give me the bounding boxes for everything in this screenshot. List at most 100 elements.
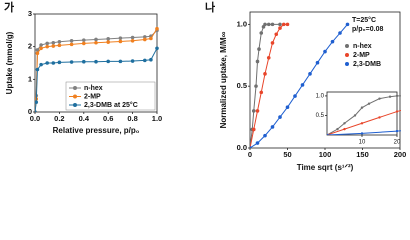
x-tick-label: 100 [319,150,332,159]
x-tick-label: 1.0 [152,114,162,123]
y-tick-label: 1.0 [316,93,325,99]
point [57,60,62,65]
point [51,40,56,45]
point [388,95,392,98]
point [45,41,49,46]
point [69,60,74,64]
legend-label: n-hex [84,85,103,92]
point [255,59,260,64]
point [259,90,264,95]
series-group [35,26,159,112]
point [343,127,346,131]
y-axis-label: Uptake (mmol/g) [5,31,14,94]
point [278,115,282,119]
point [106,37,110,41]
legend-label: 2,3-DMB at 25°C [84,101,138,109]
point [155,46,159,51]
point [250,146,252,148]
point [35,51,40,55]
point [82,38,86,42]
y-axis-label: Normalized uptake, M/M∞ [219,31,228,128]
point [118,59,123,64]
point [270,125,275,129]
point [360,132,364,135]
point [57,39,62,44]
point [259,31,264,35]
point [155,26,159,31]
point [395,110,399,113]
point [308,72,312,76]
point [39,43,43,47]
point [130,35,135,40]
legend-label: 2-MP [84,93,101,100]
point [281,22,286,27]
point [263,133,267,138]
point [251,127,256,132]
series-group [327,94,401,135]
x-tick-label: 20 [394,140,401,146]
point [330,39,335,44]
point [35,48,40,52]
point [143,35,147,39]
panel-label: 나 [205,0,215,14]
point [395,129,399,133]
series-line [35,29,158,112]
x-tick-label: 0.6 [103,114,113,123]
point [285,105,290,109]
legend-marker [345,53,349,57]
x-tick-label: 0.0 [30,114,40,123]
x-tick-label: 150 [356,150,369,159]
point [130,38,135,43]
y-tick-label: 0.5 [316,113,325,119]
point [69,42,74,47]
x-tick-label: 0.4 [79,114,90,123]
point [367,102,371,105]
legend-marker [73,103,77,107]
point [254,84,258,88]
point [336,127,339,131]
point [378,97,381,100]
point [39,62,43,67]
point [106,40,110,44]
point [263,22,267,27]
point [360,122,364,125]
point [270,41,275,45]
legend-label: 2-MP [353,52,370,59]
point [274,32,279,37]
series-line [327,109,401,135]
point [300,83,305,87]
point [338,31,342,35]
point [285,22,290,27]
x-axis-label: Relative pressure, p/p₀ [53,126,140,135]
point [278,26,282,30]
point [118,36,123,40]
point [35,67,40,72]
series-line [35,28,158,112]
annotation: T=25°C [352,16,376,24]
legend-label: 2,3-DMB [353,61,381,68]
plot-frame [34,13,158,113]
point [106,59,110,64]
y-tick-label: 1 [28,74,32,83]
point [94,37,98,42]
series-line [327,130,401,135]
point [360,106,364,109]
point [149,36,153,41]
y-tick-label: 1.0 [237,19,247,28]
point [45,44,49,49]
point [343,122,346,125]
point [143,37,147,42]
point [270,22,275,27]
x-tick-label: 50 [283,150,291,159]
point [35,100,39,104]
point [323,49,327,54]
point [51,61,56,65]
series-line [327,95,401,135]
x-axis-label: Time sqrt (s¹ᐟ²) [297,163,354,172]
point [257,47,261,51]
point [45,61,49,65]
figure: 0.0 0.2 0.4 0.6 0.8 1.0 0 1 2 3 가 Relative pressure… [4,0,406,172]
series-line [35,48,158,112]
point [143,58,147,63]
y-tick-label: 0.0 [237,143,247,152]
